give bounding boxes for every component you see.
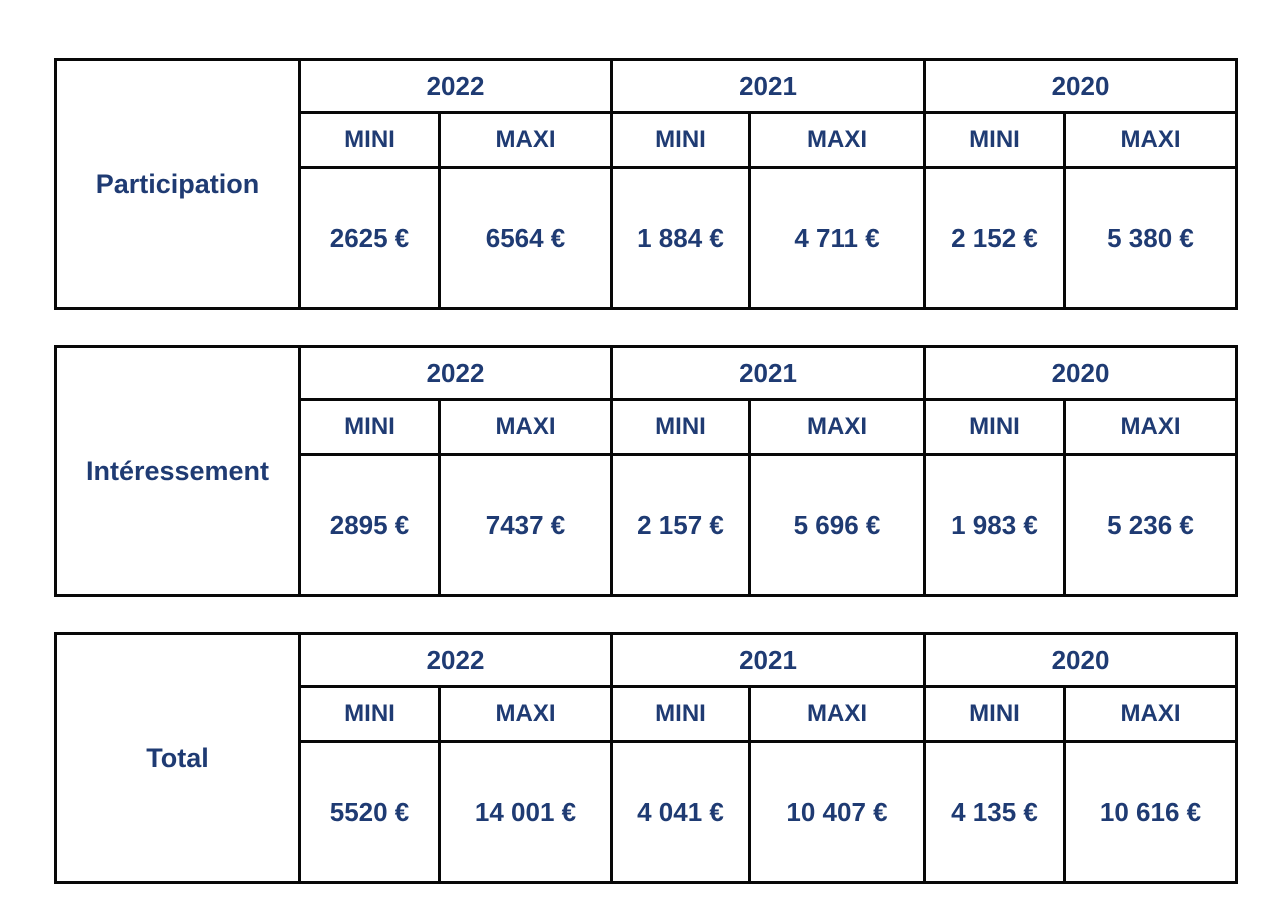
column-header-maxi: MAXI	[748, 398, 926, 456]
row-label-participation: Participation	[54, 58, 301, 310]
year-header-2020: 2020	[923, 632, 1238, 688]
value-cell: 10 616 €	[1063, 740, 1238, 884]
value-cell: 5 236 €	[1063, 453, 1238, 597]
column-header-maxi: MAXI	[438, 685, 613, 743]
year-header-2020: 2020	[923, 345, 1238, 401]
value-cell: 2895 €	[298, 453, 441, 597]
value-cell: 1 884 €	[610, 166, 751, 310]
column-header-mini: MINI	[610, 685, 751, 743]
interessement-table: Intéressement 2022 2021 2020 MINI MAXI M…	[54, 345, 1238, 597]
column-header-mini: MINI	[298, 111, 441, 169]
column-header-maxi: MAXI	[748, 111, 926, 169]
column-header-mini: MINI	[610, 398, 751, 456]
column-header-mini: MINI	[923, 111, 1066, 169]
value-cell: 4 041 €	[610, 740, 751, 884]
column-header-maxi: MAXI	[1063, 685, 1238, 743]
year-header-2021: 2021	[610, 58, 926, 114]
column-header-mini: MINI	[298, 685, 441, 743]
value-cell: 2 152 €	[923, 166, 1066, 310]
total-table: Total 2022 2021 2020 MINI MAXI MINI MAXI…	[54, 632, 1238, 884]
column-header-maxi: MAXI	[1063, 398, 1238, 456]
year-header-2022: 2022	[298, 58, 613, 114]
value-cell: 5520 €	[298, 740, 441, 884]
year-header-2021: 2021	[610, 345, 926, 401]
year-header-2022: 2022	[298, 345, 613, 401]
row-label-interessement: Intéressement	[54, 345, 301, 597]
value-cell: 14 001 €	[438, 740, 613, 884]
row-label-total: Total	[54, 632, 301, 884]
year-header-2022: 2022	[298, 632, 613, 688]
value-cell: 5 696 €	[748, 453, 926, 597]
value-cell: 6564 €	[438, 166, 613, 310]
value-cell: 5 380 €	[1063, 166, 1238, 310]
column-header-maxi: MAXI	[438, 398, 613, 456]
column-header-maxi: MAXI	[438, 111, 613, 169]
participation-table: Participation 2022 2021 2020 MINI MAXI M…	[54, 58, 1238, 310]
value-cell: 7437 €	[438, 453, 613, 597]
value-cell: 1 983 €	[923, 453, 1066, 597]
column-header-mini: MINI	[923, 685, 1066, 743]
value-cell: 4 711 €	[748, 166, 926, 310]
value-cell: 10 407 €	[748, 740, 926, 884]
column-header-maxi: MAXI	[1063, 111, 1238, 169]
column-header-mini: MINI	[298, 398, 441, 456]
year-header-2021: 2021	[610, 632, 926, 688]
column-header-mini: MINI	[610, 111, 751, 169]
value-cell: 2625 €	[298, 166, 441, 310]
year-header-2020: 2020	[923, 58, 1238, 114]
value-cell: 4 135 €	[923, 740, 1066, 884]
column-header-maxi: MAXI	[748, 685, 926, 743]
column-header-mini: MINI	[923, 398, 1066, 456]
value-cell: 2 157 €	[610, 453, 751, 597]
